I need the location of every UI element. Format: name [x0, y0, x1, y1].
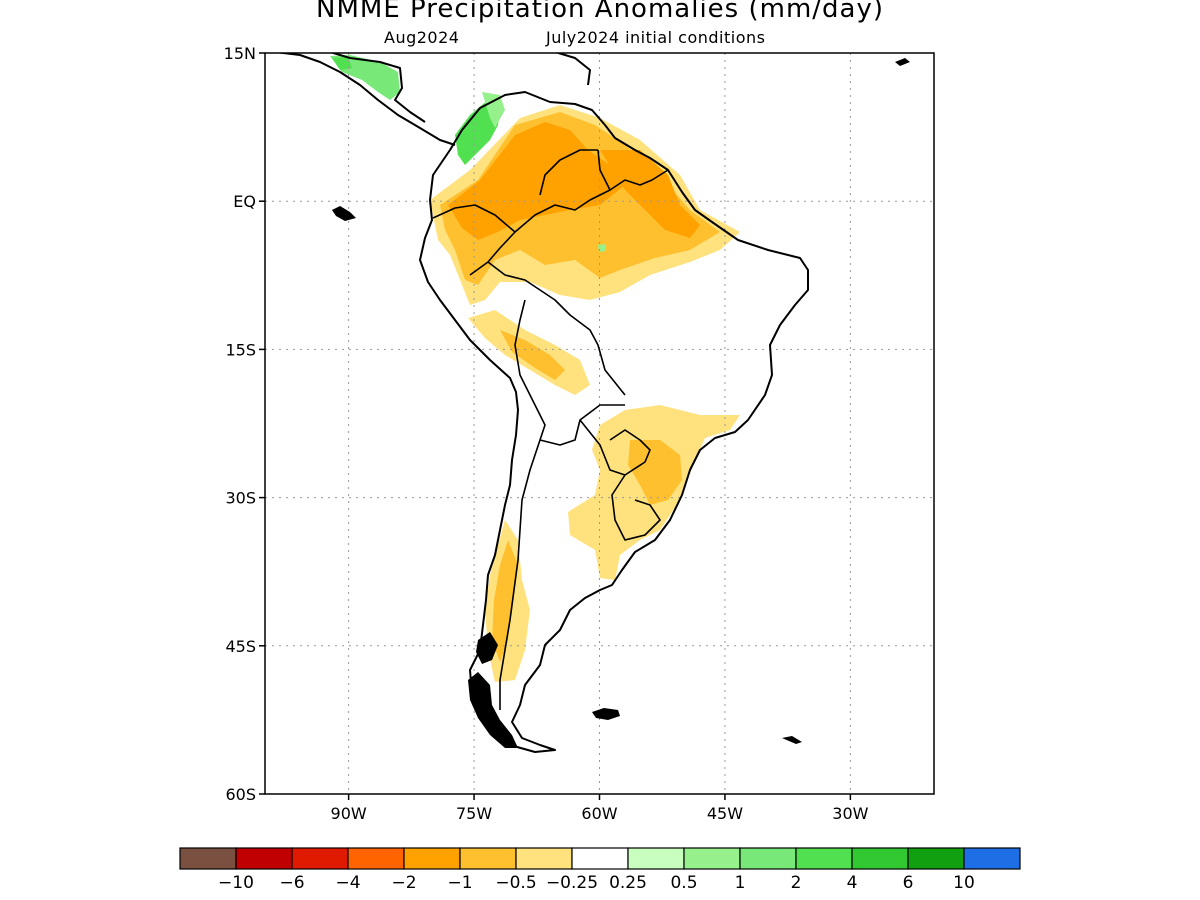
anomaly-colombia-green: [455, 100, 500, 165]
falkland-islands: [592, 708, 620, 720]
lon-label: 30W: [832, 804, 868, 823]
latitude-labels: 15N EQ 15S 30S 45S 60S: [224, 44, 265, 804]
colorbar-label: 2: [791, 873, 802, 893]
colorbar-label: 10: [953, 873, 975, 893]
colorbar-label: −6: [279, 873, 304, 893]
colorbar-label: 6: [903, 873, 914, 893]
colorbar-swatch: [571, 847, 629, 870]
forecast-month: Aug2024: [384, 28, 460, 47]
colorbar-swatch: [739, 847, 797, 870]
lon-label: 75W: [456, 804, 492, 823]
colorbar-label: −10: [218, 873, 254, 893]
lat-label: 15N: [224, 44, 256, 63]
colorbar-labels: −10 −6 −4 −2 −1 −0.5 −0.25 0.25 0.5 1 2 4 6 10: [218, 873, 975, 893]
anomaly-shading: [430, 105, 740, 682]
caribbean-islands: [895, 58, 910, 66]
colorbar-label: 4: [847, 873, 858, 893]
central-america-coastline: [274, 53, 456, 146]
colorbar-label: −0.5: [495, 873, 536, 893]
colorbar-swatch: [795, 847, 853, 870]
lat-label: 30S: [225, 489, 256, 508]
colorbar-swatch: [179, 847, 237, 870]
initial-conditions: July2024 initial conditions: [546, 28, 766, 47]
colorbar: [179, 847, 1021, 870]
cuba-coastline: [554, 53, 591, 86]
colorbar-swatch: [627, 847, 685, 870]
lat-label: 45S: [225, 637, 256, 656]
south-georgia: [782, 736, 802, 744]
anomaly-chile-mid: [492, 540, 518, 662]
colorbar-swatch: [851, 847, 909, 870]
lat-label: EQ: [233, 192, 256, 211]
colorbar-swatch: [403, 847, 461, 870]
colorbar-swatch: [291, 847, 349, 870]
colorbar-label: −0.25: [546, 873, 598, 893]
anomaly-colombia-light-green: [482, 92, 505, 128]
colorbar-label: 0.25: [609, 873, 647, 893]
islands: [332, 58, 910, 748]
colorbar-label: −1: [447, 873, 472, 893]
figure-title: NMME Precipitation Anomalies (mm/day): [316, 0, 884, 24]
colorbar-swatch: [683, 847, 741, 870]
anomaly-southeast-mid: [628, 440, 682, 505]
anomaly-amazon-strong: [448, 122, 625, 240]
colorbar-swatch: [907, 847, 965, 870]
lon-label: 90W: [331, 804, 367, 823]
colorbar-swatch: [347, 847, 405, 870]
colorbar-swatch: [963, 847, 1021, 870]
anomaly-guianas-strong: [600, 150, 700, 238]
colorbar-swatch: [459, 847, 517, 870]
colorbar-label: −4: [335, 873, 360, 893]
lon-label: 45W: [707, 804, 743, 823]
map-grid: [265, 53, 934, 794]
map-area: [265, 53, 934, 794]
colorbar-swatch: [515, 847, 573, 870]
chiloe-fjords: [476, 632, 498, 664]
colorbar-swatch: [235, 847, 293, 870]
galapagos-islands: [332, 206, 356, 221]
lat-label: 60S: [225, 785, 256, 804]
colorbar-label: −2: [391, 873, 416, 893]
anomaly-centralamerica-dark-green: [332, 57, 352, 70]
chile-archipelago: [468, 672, 518, 748]
colorbar-label: 1: [735, 873, 746, 893]
colorbar-label: 0.5: [670, 873, 697, 893]
longitude-labels: 90W 75W 60W 45W 30W: [331, 794, 869, 823]
coastlines: [274, 53, 809, 753]
lon-label: 60W: [581, 804, 617, 823]
lat-label: 15S: [225, 340, 256, 359]
country-borders: [432, 149, 669, 710]
